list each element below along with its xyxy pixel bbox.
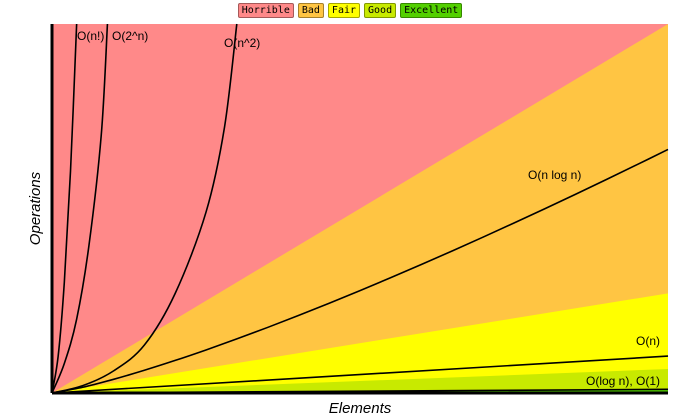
label-o-n-log-n: O(n log n): [528, 168, 581, 182]
curve-o-n-log-n: [51, 148, 669, 394]
label-o-n: O(n!): [77, 29, 104, 43]
legend-item-fair: Fair: [327, 3, 361, 18]
region-good: [52, 369, 668, 393]
label-o-log-n-o-1: O(log n), O(1): [586, 374, 660, 388]
curve-o-n: [51, 23, 78, 394]
curve-o-n-2: [51, 23, 238, 394]
curve-o-2-n: [51, 23, 109, 394]
label-o-n: O(n): [636, 334, 660, 348]
complexity-curves: [51, 23, 669, 394]
complexity-regions: [52, 24, 668, 393]
region-bad: [52, 24, 668, 393]
curve-o-n: [51, 355, 669, 394]
y-axis-label: Operations: [27, 171, 44, 245]
legend-item-excellent: Excellent: [400, 3, 463, 18]
x-axis-label: Elements: [329, 400, 392, 417]
curve-labels: O(n!) O(2^n) O(n^2) O(n log n) O(n) O(log n),…: [77, 29, 660, 388]
axes: [50, 24, 668, 395]
label-o-2-n: O(2^n): [112, 29, 148, 43]
label-o-n-2: O(n^2): [224, 36, 260, 50]
legend-item-bad: Bad: [297, 3, 324, 18]
legend: Horrible Bad Fair Good Excellent: [0, 3, 700, 18]
region-fair: [52, 293, 668, 393]
legend-item-horrible: Horrible: [237, 3, 294, 18]
legend-item-good: Good: [364, 3, 397, 18]
